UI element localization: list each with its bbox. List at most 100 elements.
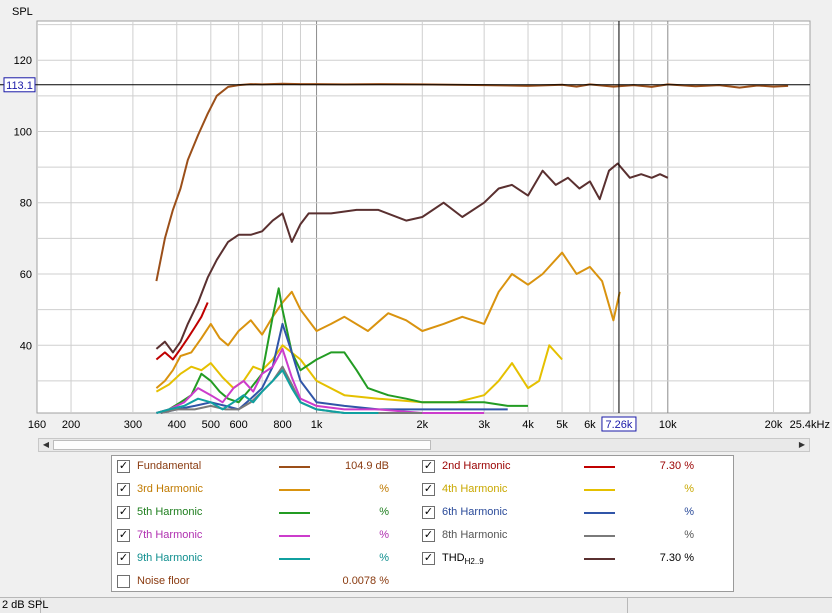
x-tick-label: 400 (168, 419, 186, 431)
legend-value: % (379, 552, 389, 564)
legend-swatch (279, 489, 310, 491)
legend-value: % (379, 483, 389, 495)
legend-label: Fundamental (137, 460, 202, 472)
scroll-right-icon[interactable]: ▶ (798, 440, 806, 449)
legend-value: 0.0078 % (342, 575, 389, 587)
y-tick-label: 40 (20, 340, 32, 352)
x-tick-label: 800 (273, 419, 291, 431)
x-tick-label: 5k (556, 419, 568, 431)
legend-checkbox-4th-harmonic[interactable]: ✓ (422, 483, 435, 496)
check-icon: ✓ (118, 552, 129, 564)
y-tick-label: 60 (20, 269, 32, 281)
legend-swatch (584, 535, 615, 537)
legend-item-fundamental: ✓ Fundamental 104.9 dB (117, 460, 417, 476)
x-tick-label: 160 (28, 419, 46, 431)
legend-swatch (584, 466, 615, 468)
cursor-x-readout: 7.26k (605, 419, 632, 431)
x-tick-label: 3k (478, 419, 490, 431)
legend-checkbox-7th-harmonic[interactable]: ✓ (117, 529, 130, 542)
legend-item-3rd-harmonic: ✓ 3rd Harmonic% (117, 483, 417, 499)
legend-swatch (279, 512, 310, 514)
x-tick-label: 20k (765, 419, 783, 431)
legend-swatch (279, 558, 310, 560)
legend-label: 6th Harmonic (442, 506, 508, 518)
check-icon: ✓ (118, 460, 129, 472)
legend-item-7th-harmonic: ✓ 7th Harmonic% (117, 529, 417, 545)
series-lines (155, 82, 789, 414)
x-tick-label: 600 (229, 419, 247, 431)
status-cell-middle (40, 598, 628, 613)
legend-label: Noise floor (137, 575, 190, 587)
legend-label: 5th Harmonic (137, 506, 203, 518)
legend-value: 7.30 % (659, 552, 694, 564)
legend-value: % (379, 529, 389, 541)
x-tick-label: 10k (659, 419, 677, 431)
check-icon: ✓ (423, 460, 434, 472)
legend-label: 2nd Harmonic (442, 460, 511, 472)
legend-label: 8th Harmonic (442, 529, 508, 541)
legend-checkbox-6th-harmonic[interactable]: ✓ (422, 506, 435, 519)
legend-checkbox-noise-floor[interactable] (117, 575, 130, 588)
cursor-y-readout: 113.1 (6, 80, 33, 92)
series-line-5th-harmonic (156, 287, 528, 414)
legend-swatch (584, 489, 615, 491)
legend-value: % (684, 506, 694, 518)
legend-item-2nd-harmonic: ✓ 2nd Harmonic 7.30 % (422, 460, 722, 476)
y-tick-label: 80 (20, 198, 32, 210)
legend-checkbox-5th-harmonic[interactable]: ✓ (117, 506, 130, 519)
series-line-thd (155, 162, 669, 354)
legend-checkbox-2nd-harmonic[interactable]: ✓ (422, 460, 435, 473)
legend-value: 104.9 dB (344, 460, 389, 472)
x-tick-label: 300 (124, 419, 142, 431)
cursor-crosshair[interactable]: 113.1 7.26k (0, 21, 810, 432)
legend-item-6th-harmonic: ✓ 6th Harmonic% (422, 506, 722, 522)
legend-label: 4th Harmonic (442, 483, 508, 495)
legend-checkbox-8th-harmonic[interactable]: ✓ (422, 529, 435, 542)
status-readout: 2 dB SPL (2, 598, 49, 613)
x-tick-label: 500 (202, 419, 220, 431)
check-icon: ✓ (118, 529, 129, 541)
y-tick-label: 120 (14, 55, 32, 67)
cursor-y-box (3, 77, 36, 93)
thd-chart[interactable]: 160 200 300 400 500 600 800 1k 2k 3k 4k 5k 6k 10k 20k 2… (0, 0, 832, 438)
x-tick-label: 1k (311, 419, 323, 431)
legend-checkbox-fundamental[interactable]: ✓ (117, 460, 130, 473)
y-tick-label: 100 (14, 126, 32, 138)
series-line-fundamental (155, 82, 789, 282)
legend-item-8th-harmonic: ✓ 8th Harmonic% (422, 529, 722, 545)
horizontal-scrollbar[interactable]: ◀ ▶ (38, 438, 810, 452)
series-line-3rd-harmonic (155, 251, 621, 389)
series-line-2nd-harmonic (155, 302, 209, 361)
legend-item-9th-harmonic: ✓ 9th Harmonic% (117, 552, 417, 568)
legend-value: % (684, 529, 694, 541)
check-icon: ✓ (423, 483, 434, 495)
legend-label: 9th Harmonic (137, 552, 203, 564)
check-icon: ✓ (423, 529, 434, 541)
scroll-left-icon[interactable]: ◀ (42, 440, 50, 449)
legend-swatch (584, 512, 615, 514)
check-icon: ✓ (423, 506, 434, 518)
x-tick-label: 2k (416, 419, 428, 431)
x-tick-label: 6k (584, 419, 596, 431)
y-axis-label: SPL (12, 6, 33, 18)
series-line-9th-harmonic (156, 369, 379, 414)
legend-panel: ✓ Fundamental 104.9 dB ✓ 2nd Harmonic 7.30 % ✓… (111, 455, 734, 592)
legend-checkbox-9th-harmonic[interactable]: ✓ (117, 552, 130, 565)
legend-value: % (684, 483, 694, 495)
legend-label: 7th Harmonic (137, 529, 203, 541)
legend-item-thd: ✓ THDH2..9 7.30 % (422, 552, 722, 568)
legend-checkbox-thd[interactable]: ✓ (422, 552, 435, 565)
status-cell-right (627, 598, 832, 613)
legend-value: % (379, 506, 389, 518)
x-tick-label: 25.4kHz (790, 419, 830, 431)
scroll-thumb[interactable] (53, 440, 431, 450)
check-icon: ✓ (118, 483, 129, 495)
status-bar: 2 dB SPL (0, 597, 832, 613)
series-line-7th-harmonic (156, 347, 485, 414)
legend-checkbox-3rd-harmonic[interactable]: ✓ (117, 483, 130, 496)
legend-label: THDH2..9 (442, 552, 484, 567)
legend-item-noise-floor: Noise floor 0.0078 % (117, 575, 417, 591)
check-icon: ✓ (118, 506, 129, 518)
legend-value: 7.30 % (659, 460, 694, 472)
legend-item-4th-harmonic: ✓ 4th Harmonic% (422, 483, 722, 499)
